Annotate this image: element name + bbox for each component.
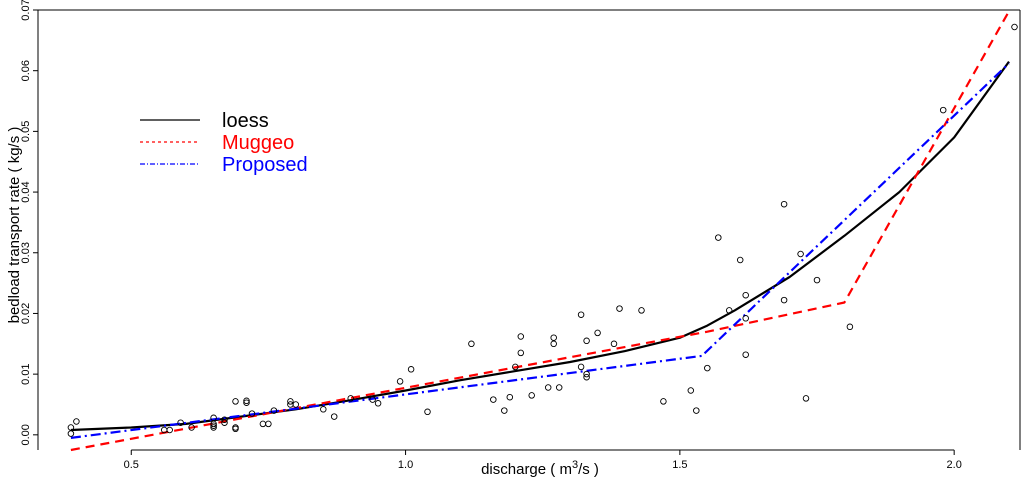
- data-point: [736, 256, 744, 264]
- data-point: [555, 384, 563, 391]
- legend-label-proposed: Proposed: [222, 154, 308, 176]
- data-point: [802, 395, 810, 402]
- data-point: [265, 420, 272, 428]
- x-axis-title-sup: 3: [572, 459, 578, 471]
- data-point: [177, 419, 184, 426]
- data-point: [407, 366, 415, 373]
- data-point: [243, 399, 250, 406]
- data-point: [468, 340, 475, 348]
- axes: 0.5 1.0 1.5 2.0 0.00 0.01 0.02 0.03 0.04 0.05 0.06…: [20, 0, 1021, 471]
- data-point: [73, 418, 80, 425]
- y-axis-title: bedload transport rate ( kg/s ): [6, 127, 23, 324]
- series-line-muggeo: [70, 10, 1010, 452]
- x-axis-title-main: discharge ( m: [481, 461, 572, 478]
- data-point: [67, 430, 75, 437]
- data-point: [780, 200, 788, 208]
- x-tick-label: 0.5: [124, 459, 139, 471]
- data-point: [396, 378, 404, 385]
- y-tick-label: 0.04: [20, 181, 32, 202]
- data-point: [320, 406, 327, 413]
- data-point: [544, 384, 552, 391]
- x-tick-label: 2.0: [947, 459, 962, 471]
- series-line-loess: [70, 60, 1010, 432]
- data-point: [1011, 23, 1018, 31]
- data-point: [243, 397, 250, 405]
- data-point: [583, 370, 590, 378]
- data-point: [248, 410, 256, 417]
- data-point: [660, 398, 667, 405]
- data-point: [67, 424, 75, 431]
- data-point: [715, 234, 722, 241]
- data-point: [693, 407, 700, 414]
- data-point: [583, 337, 590, 345]
- data-point: [506, 393, 514, 401]
- data-point: [594, 329, 601, 337]
- data-point: [512, 363, 519, 371]
- data-point: [259, 420, 267, 428]
- y-tick-label: 0.05: [20, 121, 32, 142]
- data-point: [577, 363, 585, 371]
- data-point: [270, 407, 278, 414]
- legend-label-loess: loess: [222, 110, 269, 132]
- y-tick-label: 0.02: [20, 303, 32, 324]
- y-tick-label: 0.00: [20, 424, 32, 445]
- data-point: [347, 395, 354, 402]
- data-point: [813, 276, 821, 284]
- data-point: [490, 396, 497, 403]
- x-tick-label: 1.0: [398, 459, 413, 471]
- data-point: [742, 315, 749, 322]
- data-point: [638, 307, 645, 314]
- data-point: [221, 419, 228, 426]
- data-point: [287, 398, 294, 405]
- data-point: [742, 291, 749, 299]
- data-point: [797, 250, 804, 258]
- data-point: [610, 340, 618, 348]
- data-point: [550, 340, 557, 348]
- data-point: [577, 311, 585, 318]
- data-point: [780, 296, 788, 304]
- data-point: [704, 364, 711, 372]
- data-point: [374, 400, 382, 407]
- y-tick-label: 0.06: [20, 60, 32, 81]
- data-point: [725, 307, 733, 314]
- data-point: [517, 349, 525, 357]
- data-point: [583, 373, 590, 381]
- data-point: [232, 425, 239, 433]
- series-line-proposed: [70, 62, 1010, 439]
- y-tick-label: 0.01: [20, 363, 32, 384]
- data-point: [188, 424, 195, 431]
- data-point: [232, 398, 239, 405]
- x-axis-title-end: /s ): [578, 461, 599, 478]
- data-point: [369, 396, 376, 403]
- y-tick-label: 0.07: [20, 0, 32, 21]
- data-point: [550, 334, 557, 341]
- data-point: [210, 424, 217, 431]
- legend-label-muggeo: Muggeo: [222, 132, 294, 154]
- data-point: [210, 420, 217, 428]
- data-point: [166, 426, 173, 434]
- data-point: [616, 305, 623, 312]
- data-point: [210, 414, 217, 422]
- data-point: [846, 323, 854, 331]
- points-layer: [67, 23, 1018, 437]
- data-point: [210, 422, 217, 429]
- x-axis-title: discharge ( m3/s ): [481, 459, 599, 478]
- data-point: [221, 416, 228, 423]
- data-point: [330, 413, 338, 420]
- data-point: [528, 392, 535, 399]
- series-layer: [70, 10, 1010, 452]
- data-point: [687, 387, 695, 394]
- data-point: [501, 407, 508, 414]
- data-point: [424, 408, 431, 416]
- data-point: [939, 106, 947, 114]
- data-point: [292, 401, 300, 408]
- y-tick-label: 0.03: [20, 242, 32, 263]
- x-tick-label: 1.5: [672, 459, 687, 471]
- data-point: [517, 333, 525, 340]
- data-point: [742, 351, 749, 358]
